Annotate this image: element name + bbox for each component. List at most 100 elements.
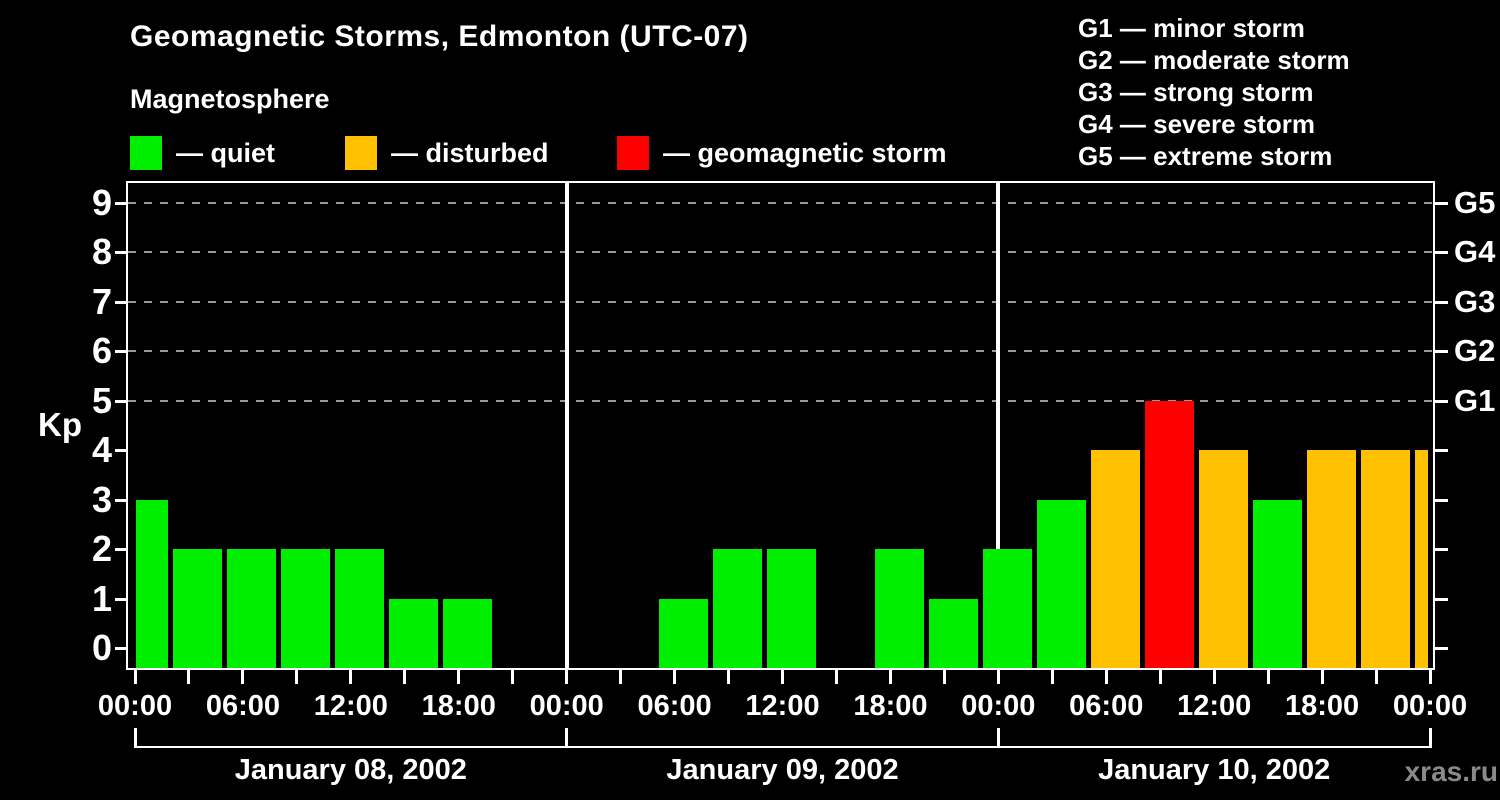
kp-bar-disturbed: [1198, 450, 1248, 668]
gridline-kp7: [128, 300, 1433, 303]
time-label: 18:00: [1284, 690, 1360, 722]
y-tick-left: [115, 300, 128, 304]
kp-bar-quiet: [389, 598, 439, 668]
x-tick: [187, 670, 191, 684]
y-tick-label: 7: [91, 280, 112, 322]
quiet-color-swatch: [130, 136, 162, 170]
y-tick-left: [115, 251, 128, 255]
time-label: 00:00: [529, 690, 604, 722]
kp-bar-quiet: [281, 549, 331, 668]
kp-bar-disturbed: [1090, 450, 1140, 668]
y-tick-right: [1435, 449, 1448, 453]
time-label: 00:00: [1392, 690, 1468, 722]
x-tick: [888, 670, 892, 684]
y-tick-left: [115, 597, 128, 601]
x-tick: [1320, 670, 1324, 684]
g2-legend-line: G2 — moderate storm: [1078, 45, 1350, 75]
x-tick: [1428, 670, 1432, 684]
y-tick-right: [1435, 350, 1448, 354]
time-label: 18:00: [853, 690, 928, 722]
legend-item-label: — geomagnetic storm: [663, 137, 947, 168]
day-divider: [996, 183, 1001, 668]
g3-legend-line: G3 — strong storm: [1078, 77, 1314, 107]
kp-bar-disturbed: [1360, 450, 1410, 668]
legend-item-storm: — geomagnetic storm: [617, 136, 947, 170]
y-tick-label: 2: [91, 528, 112, 570]
y-tick-left: [115, 399, 128, 403]
y-tick-left: [115, 449, 128, 453]
y-tick-label: 3: [91, 478, 112, 520]
gridline-kp6: [128, 350, 1433, 353]
legend-item-quiet: — quiet: [130, 136, 275, 170]
g4-legend-line: G4 — severe storm: [1078, 109, 1316, 139]
kp-bar-quiet: [874, 549, 924, 668]
y-axis-title: Kp: [38, 406, 82, 443]
y-tick-left: [115, 647, 128, 650]
g-axis-label: G4: [1454, 234, 1496, 270]
y-tick-right: [1435, 300, 1448, 304]
x-tick: [565, 670, 569, 684]
y-tick-label: 0: [91, 627, 112, 668]
time-label: 18:00: [421, 690, 496, 722]
time-label: 06:00: [205, 690, 280, 722]
day-bracket-tick: [996, 728, 1000, 748]
day-divider: [564, 183, 569, 668]
x-tick: [1158, 670, 1162, 684]
x-tick: [133, 670, 137, 684]
time-label: 06:00: [637, 690, 712, 722]
kp-bar-quiet: [136, 499, 169, 668]
day-bracket-tick: [565, 728, 569, 748]
y-tick-label: 6: [91, 330, 112, 372]
y-tick-left: [115, 202, 128, 205]
y-tick-right: [1435, 202, 1448, 205]
day-label: January 08, 2002: [234, 754, 467, 786]
y-tick-label: 5: [91, 379, 112, 421]
x-tick: [834, 670, 838, 684]
x-tick: [457, 670, 461, 684]
x-tick: [619, 670, 623, 684]
x-tick: [511, 670, 515, 684]
kp-bar-quiet: [982, 549, 1032, 668]
time-label: 00:00: [961, 690, 1036, 722]
gridline-kp5: [128, 399, 1433, 402]
x-tick: [781, 670, 784, 684]
x-tick: [727, 670, 731, 684]
y-tick-right: [1435, 498, 1448, 502]
day-bracket-tick: [133, 728, 137, 748]
x-tick: [996, 670, 1000, 684]
y-tick-right: [1435, 399, 1448, 403]
kp-bar-quiet: [928, 598, 978, 668]
kp-bar-disturbed: [1306, 450, 1356, 668]
watermark: xras.ru: [1404, 756, 1498, 787]
legend-item-disturbed: — disturbed: [345, 136, 549, 170]
x-tick: [1050, 670, 1054, 684]
x-tick: [1266, 670, 1270, 684]
time-label: 12:00: [745, 690, 820, 722]
y-tick-left: [115, 498, 128, 502]
magnetosphere-label: Magnetosphere: [130, 84, 330, 114]
gridline-kp9: [128, 202, 1433, 204]
y-tick-right: [1435, 647, 1448, 650]
x-tick: [349, 670, 353, 684]
day-label: January 09, 2002: [666, 754, 899, 786]
y-tick-right: [1435, 251, 1448, 255]
day-label: January 10, 2002: [1098, 754, 1331, 786]
kp-bar-quiet: [659, 598, 709, 668]
g-axis-label: G3: [1454, 283, 1496, 319]
y-tick-left: [115, 548, 128, 552]
time-label: 12:00: [1177, 690, 1252, 722]
kp-bar-quiet: [767, 549, 816, 668]
y-tick-label: 8: [91, 231, 112, 273]
gridline-kp8: [128, 251, 1433, 254]
legend-item-label: — disturbed: [391, 137, 549, 168]
kp-bar-disturbed: [1414, 450, 1428, 668]
kp-bar-quiet: [173, 549, 223, 668]
day-bracket-tick: [1428, 728, 1432, 748]
kp-bar-quiet: [1252, 499, 1302, 668]
g1-legend-line: G1 — minor storm: [1078, 13, 1305, 43]
g-axis-label: G2: [1454, 333, 1496, 369]
time-label: 00:00: [97, 690, 173, 722]
kp-bar-quiet: [713, 549, 762, 668]
kp-bar-quiet: [1036, 499, 1086, 668]
